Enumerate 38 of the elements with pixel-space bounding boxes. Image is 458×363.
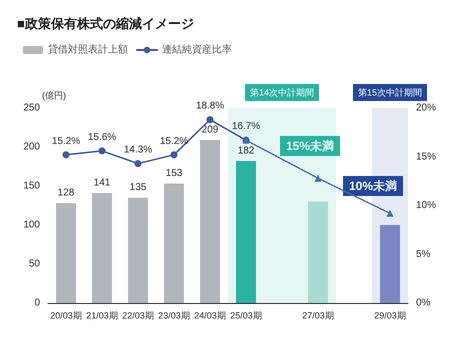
y-tick-label: 250 xyxy=(23,102,40,114)
y-tick-label: 50 xyxy=(28,258,40,270)
legend-label: 連結純資産比率 xyxy=(162,44,232,56)
y2-tick-label: 5% xyxy=(416,248,431,260)
y2-tick-label: 20% xyxy=(416,102,436,114)
x-tick-label: 23/03期 xyxy=(158,310,190,320)
y-tick-label: 100 xyxy=(23,220,40,230)
data-label: 15.2% xyxy=(160,136,188,147)
y-tick-label: 200 xyxy=(23,142,40,152)
annotation: 15%未満 xyxy=(286,139,334,153)
y-axis-title: (億円) xyxy=(42,90,66,100)
y2-tick-label: 0% xyxy=(416,298,431,308)
x-tick-label: 24/03期 xyxy=(194,310,226,320)
data-label: 141 xyxy=(94,178,111,189)
data-label: 153 xyxy=(166,168,183,180)
x-tick-label: 27/03期 xyxy=(302,310,334,320)
data-label: 128 xyxy=(58,188,75,199)
legend-label: 貸借対照表計上額 xyxy=(48,44,128,56)
data-label: 182 xyxy=(238,146,255,157)
data-label: 135 xyxy=(130,182,147,194)
annotation: 10%未満 xyxy=(349,179,398,193)
x-tick-label: 20/03期 xyxy=(50,310,82,320)
chart-title: ■政策保有株式の縮減イメージ xyxy=(17,16,194,31)
band-label: 第14次中計期間 xyxy=(250,88,314,98)
data-label: 14.3% xyxy=(124,144,152,156)
band-label: 第15次中計期間 xyxy=(358,88,422,98)
data-label: 18.8% xyxy=(196,100,224,112)
data-label: 16.7% xyxy=(232,121,260,132)
y-tick-label: 0 xyxy=(34,298,40,308)
x-tick-label: 29/03期 xyxy=(374,310,406,320)
x-tick-label: 22/03期 xyxy=(122,310,154,320)
data-label: 15.6% xyxy=(88,132,116,143)
x-tick-label: 25/03期 xyxy=(230,310,262,320)
y2-tick-label: 10% xyxy=(416,200,436,211)
y2-tick-label: 15% xyxy=(416,151,436,162)
data-label: 15.2% xyxy=(52,136,80,147)
x-tick-label: 21/03期 xyxy=(86,310,118,320)
y-tick-label: 150 xyxy=(23,180,40,192)
